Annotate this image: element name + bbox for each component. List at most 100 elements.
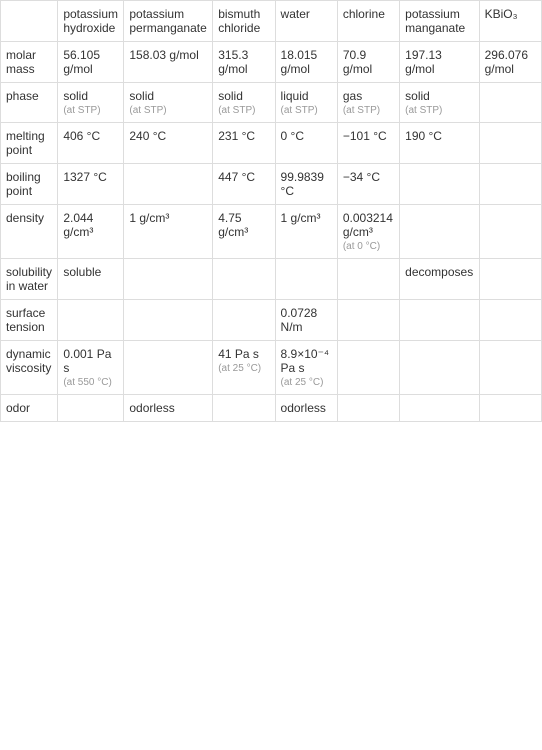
table-cell: solid (at STP)	[58, 83, 124, 123]
cell-main-value: 99.9839 °C	[281, 170, 324, 198]
cell-main-value: 1 g/cm³	[281, 211, 321, 225]
cell-sub-value: (at STP)	[281, 105, 332, 116]
table-cell: 18.015 g/mol	[275, 42, 337, 83]
cell-main-value: liquid	[281, 89, 309, 103]
table-header-row: potassium hydroxide potassium permangana…	[1, 1, 542, 42]
table-row: odorodorlessodorless	[1, 395, 542, 422]
table-cell: odorless	[124, 395, 213, 422]
cell-main-value: odorless	[281, 401, 326, 415]
table-cell: 0 °C	[275, 123, 337, 164]
table-cell: 315.3 g/mol	[213, 42, 275, 83]
table-cell	[400, 205, 479, 259]
table-cell: 4.75 g/cm³	[213, 205, 275, 259]
table-cell: solid(at STP)	[213, 83, 275, 123]
table-cell	[400, 300, 479, 341]
table-cell: 1327 °C	[58, 164, 124, 205]
table-cell: 1 g/cm³	[275, 205, 337, 259]
cell-main-value: solid	[405, 89, 430, 103]
table-cell: solid(at STP)	[124, 83, 213, 123]
table-cell: 447 °C	[213, 164, 275, 205]
row-header: melting point	[1, 123, 58, 164]
cell-main-value: 315.3 g/mol	[218, 48, 248, 76]
row-header: density	[1, 205, 58, 259]
col-header-potassium-hydroxide: potassium hydroxide	[58, 1, 124, 42]
col-header-bismuth-chloride: bismuth chloride	[213, 1, 275, 42]
cell-main-value: 0.001 Pa s	[63, 347, 111, 375]
table-cell: 8.9×10⁻⁴ Pa s(at 25 °C)	[275, 341, 337, 395]
cell-main-value: 1 g/cm³	[129, 211, 169, 225]
table-cell: −34 °C	[337, 164, 399, 205]
table-body: molar mass56.105 g/mol158.03 g/mol315.3 …	[1, 42, 542, 422]
cell-main-value: 0.0728 N/m	[281, 306, 318, 334]
table-cell: −101 °C	[337, 123, 399, 164]
cell-sub-value: (at 25 °C)	[218, 363, 269, 374]
cell-main-value: 447 °C	[218, 170, 255, 184]
cell-main-value: 41 Pa s	[218, 347, 259, 361]
cell-sub-value: (at STP)	[343, 105, 394, 116]
table-cell: solid (at STP)	[400, 83, 479, 123]
table-cell: 240 °C	[124, 123, 213, 164]
cell-main-value: gas	[343, 89, 362, 103]
col-header-kbio3: KBiO₃	[479, 1, 541, 42]
cell-sub-value: (at 25 °C)	[281, 377, 332, 388]
table-cell: 406 °C	[58, 123, 124, 164]
table-cell	[400, 341, 479, 395]
table-cell	[400, 395, 479, 422]
row-header: surface tension	[1, 300, 58, 341]
cell-sub-value: (at 550 °C)	[63, 377, 118, 388]
cell-sub-value: (at STP)	[63, 105, 118, 116]
table-cell: gas (at STP)	[337, 83, 399, 123]
properties-table: potassium hydroxide potassium permangana…	[0, 0, 542, 422]
table-cell	[337, 259, 399, 300]
col-header-chlorine: chlorine	[337, 1, 399, 42]
cell-main-value: 70.9 g/mol	[343, 48, 372, 76]
table-cell	[124, 300, 213, 341]
cell-main-value: 4.75 g/cm³	[218, 211, 248, 239]
table-cell: odorless	[275, 395, 337, 422]
table-cell	[400, 164, 479, 205]
table-cell: 158.03 g/mol	[124, 42, 213, 83]
table-cell	[479, 341, 541, 395]
row-header: solubility in water	[1, 259, 58, 300]
col-header-water: water	[275, 1, 337, 42]
cell-sub-value: (at STP)	[129, 105, 207, 116]
table-row: melting point406 °C 240 °C 231 °C 0 °C −101 …	[1, 123, 542, 164]
table-cell	[213, 259, 275, 300]
table-cell: 197.13 g/mol	[400, 42, 479, 83]
cell-sub-value: (at STP)	[405, 105, 473, 116]
col-header-empty	[1, 1, 58, 42]
table-cell: 99.9839 °C	[275, 164, 337, 205]
row-header: dynamic viscosity	[1, 341, 58, 395]
table-cell	[337, 395, 399, 422]
table-cell	[58, 300, 124, 341]
table-row: molar mass56.105 g/mol158.03 g/mol315.3 …	[1, 42, 542, 83]
table-cell	[58, 395, 124, 422]
table-cell: 296.076 g/mol	[479, 42, 541, 83]
cell-main-value: 18.015 g/mol	[281, 48, 318, 76]
table-cell	[479, 300, 541, 341]
table-cell: soluble	[58, 259, 124, 300]
table-cell	[479, 164, 541, 205]
row-header: boiling point	[1, 164, 58, 205]
table-cell	[479, 259, 541, 300]
cell-main-value: solid	[63, 89, 88, 103]
table-cell: 190 °C	[400, 123, 479, 164]
table-cell: liquid (at STP)	[275, 83, 337, 123]
table-cell: 2.044 g/cm³	[58, 205, 124, 259]
cell-main-value: −101 °C	[343, 129, 387, 143]
table-row: density2.044 g/cm³ 1 g/cm³ 4.75 g/cm³ 1 g/c…	[1, 205, 542, 259]
cell-main-value: 0.003214 g/cm³	[343, 211, 393, 239]
table-cell: 0.001 Pa s (at 550 °C)	[58, 341, 124, 395]
table-cell	[124, 341, 213, 395]
table-row: dynamic viscosity0.001 Pa s (at 550 °C) 41…	[1, 341, 542, 395]
cell-main-value: 231 °C	[218, 129, 255, 143]
cell-main-value: 240 °C	[129, 129, 166, 143]
cell-main-value: −34 °C	[343, 170, 380, 184]
cell-sub-value: (at STP)	[218, 105, 269, 116]
table-cell: 0.003214 g/cm³ (at 0 °C)	[337, 205, 399, 259]
table-cell	[275, 259, 337, 300]
table-cell: 1 g/cm³	[124, 205, 213, 259]
table-cell	[479, 123, 541, 164]
cell-sub-value: (at 0 °C)	[343, 241, 394, 252]
col-header-potassium-manganate: potassium manganate	[400, 1, 479, 42]
